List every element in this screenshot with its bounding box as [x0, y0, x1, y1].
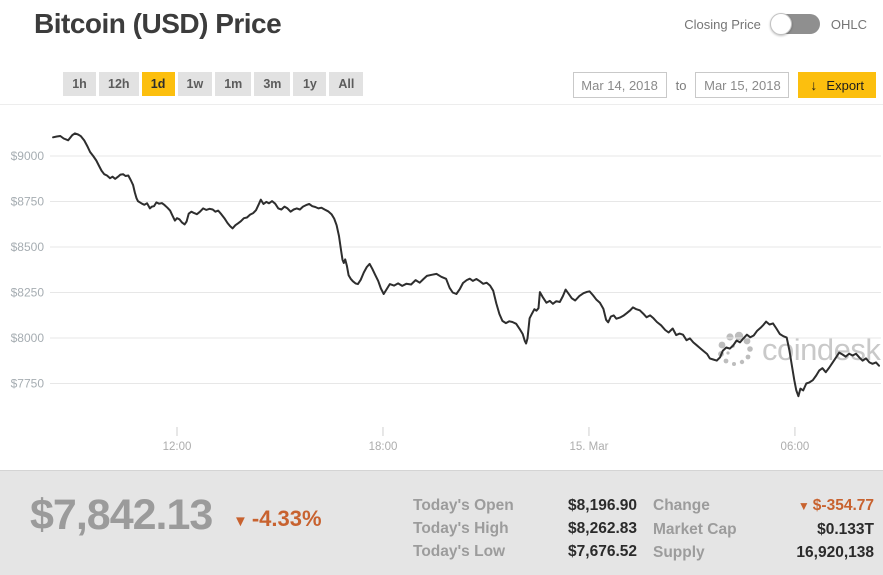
- header: Bitcoin (USD) Price Closing Price OHLC: [0, 0, 883, 62]
- stat-label: Today's Open: [413, 497, 514, 514]
- range-button-1m[interactable]: 1m: [215, 72, 252, 96]
- export-button[interactable]: ↓ Export: [798, 72, 876, 98]
- stat-value: $0.133T: [817, 521, 874, 538]
- download-arrow-icon: ↓: [810, 77, 818, 93]
- stat-label: Supply: [653, 544, 705, 561]
- current-price: $7,842.13: [30, 491, 213, 539]
- y-axis-label: $8500: [11, 240, 45, 254]
- stat-label: Change: [653, 497, 710, 514]
- stat-label: Market Cap: [653, 521, 737, 538]
- stat-row-high: Today's High $8,262.83: [413, 517, 637, 540]
- x-axis-label: 12:00: [163, 441, 192, 453]
- stat-row-low: Today's Low $7,676.52: [413, 540, 637, 563]
- down-triangle-icon: ▼: [797, 499, 810, 513]
- stat-row-supply: Supply 16,920,138: [653, 541, 874, 564]
- export-label: Export: [826, 77, 864, 93]
- page-title: Bitcoin (USD) Price: [34, 8, 282, 39]
- y-axis-label: $8750: [11, 195, 45, 209]
- price-chart[interactable]: coindesk $9000 $8750 $8500 $8250 $8000 $7750 1…: [0, 104, 883, 471]
- stats-right-column: Change ▼ $-354.77 Market Cap $0.133T Supp…: [653, 494, 874, 564]
- stat-row-marketcap: Market Cap $0.133T: [653, 518, 874, 541]
- summary-footer: $7,842.13 ▼ -4.33% Today's Open $8,196.90…: [0, 470, 883, 575]
- to-label: to: [675, 77, 687, 93]
- range-buttons: 1h 12h 1d 1w 1m 3m 1y All: [63, 72, 364, 96]
- stat-value: 16,920,138: [796, 544, 874, 561]
- y-axis-label: $9000: [11, 149, 45, 163]
- stat-value-change: ▼ $-354.77: [797, 497, 874, 514]
- x-axis-label: 18:00: [369, 441, 398, 453]
- stat-value: $8,196.90: [568, 497, 637, 514]
- stat-value: $8,262.83: [568, 520, 637, 537]
- stat-value: $7,676.52: [568, 543, 637, 560]
- y-axis-label: $8250: [11, 286, 45, 300]
- range-button-3m[interactable]: 3m: [254, 72, 291, 96]
- stat-label: Today's Low: [413, 543, 506, 560]
- stat-row-open: Today's Open $8,196.90: [413, 494, 637, 517]
- range-button-1d[interactable]: 1d: [141, 72, 175, 96]
- controls-row: 1h 12h 1d 1w 1m 3m 1y All to ↓ Export: [0, 72, 883, 102]
- date-to-input[interactable]: [695, 72, 790, 98]
- date-from-input[interactable]: [572, 72, 667, 98]
- price-change-percent: ▼ -4.33%: [233, 506, 322, 531]
- range-button-all[interactable]: All: [329, 72, 364, 96]
- y-axis-label: $8000: [11, 331, 45, 345]
- date-range-controls: to ↓ Export: [572, 72, 876, 98]
- stat-row-change: Change ▼ $-354.77: [653, 494, 874, 518]
- price-mode-toggle-group: Closing Price OHLC: [684, 13, 867, 35]
- stat-label: Today's High: [413, 520, 509, 537]
- price-line: [52, 132, 880, 398]
- range-button-1w[interactable]: 1w: [177, 72, 213, 96]
- range-button-1h[interactable]: 1h: [63, 72, 96, 96]
- x-axis-label: 15. Mar: [569, 441, 608, 453]
- closing-price-label: Closing Price: [684, 16, 761, 32]
- range-button-1y[interactable]: 1y: [293, 72, 327, 96]
- stats-left-column: Today's Open $8,196.90 Today's High $8,2…: [413, 494, 637, 563]
- x-axis-label: 06:00: [781, 441, 810, 453]
- switch-knob-icon: [769, 13, 792, 35]
- price-mode-switch[interactable]: [769, 13, 820, 35]
- range-button-12h[interactable]: 12h: [99, 72, 139, 96]
- down-triangle-icon: ▼: [233, 513, 248, 530]
- y-axis-label: $7750: [11, 377, 45, 391]
- price-chart-svg: $9000 $8750 $8500 $8250 $8000 $7750 12:00 18:00…: [11, 132, 881, 453]
- ohlc-label: OHLC: [830, 16, 867, 32]
